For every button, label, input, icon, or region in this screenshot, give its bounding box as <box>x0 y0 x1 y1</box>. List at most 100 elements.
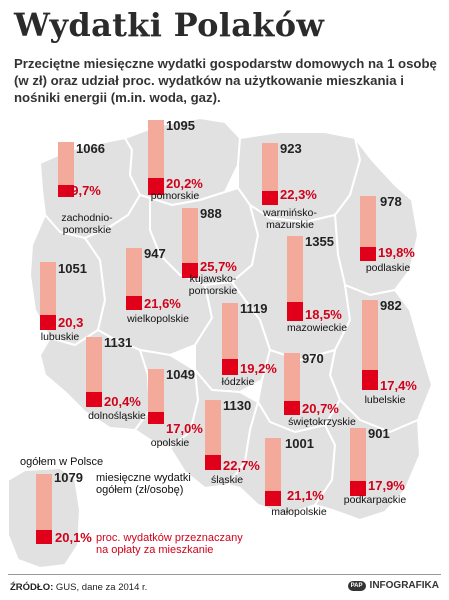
region-value-dolnoslaskie: 1131 <box>104 335 133 350</box>
region-bar-share-mazowieckie <box>287 302 303 321</box>
region-name-lubuskie: lubuskie <box>40 331 80 343</box>
region-name-opolskie: opolskie <box>150 437 190 449</box>
region-percent-mazowieckie: 18,5% <box>305 307 342 322</box>
region-bar-total-mazowieckie <box>287 236 303 302</box>
region-bar-total-lubuskie <box>40 262 56 315</box>
region-name-slaskie: śląskie <box>210 474 244 486</box>
region-name-podlaskie: podlaskie <box>365 262 411 274</box>
region-bar-wielkopolskie <box>126 248 142 310</box>
region-bar-total-zachodniopomorskie <box>58 142 74 185</box>
region-bar-lodzkie <box>222 303 238 375</box>
region-shape-malopolskie <box>227 401 336 516</box>
region-value-podlaskie: 978 <box>380 194 402 209</box>
region-bar-slaskie <box>205 400 221 470</box>
region-name-malopolskie: małopolskie <box>271 506 327 518</box>
region-percent-pomorskie: 20,2% <box>166 176 203 191</box>
region-bar-share-wielkopolskie <box>126 296 142 310</box>
region-bar-kujawsko-pomorskie <box>182 208 198 278</box>
region-bar-share-pomorskie <box>148 178 164 195</box>
region-bar-total-swietokrzyskie <box>284 353 300 401</box>
source-note: ŹRÓDŁO: GUS, dane za 2014 r. <box>10 582 147 593</box>
region-bar-total-dolnoslaskie <box>86 337 102 392</box>
region-bar-swietokrzyskie <box>284 353 300 415</box>
legend-percent-description: proc. wydatków przeznaczany na opłaty za… <box>96 532 243 556</box>
region-value-lubelskie: 982 <box>380 298 402 313</box>
region-bar-zachodniopomorskie <box>58 142 74 197</box>
region-name-lubelskie: lubelskie <box>364 394 406 406</box>
region-value-lubuskie: 1051 <box>58 261 87 276</box>
region-value-opolskie: 1049 <box>166 367 195 382</box>
region-percent-opolskie: 17,0% <box>166 421 203 436</box>
footer-divider <box>8 574 441 575</box>
region-bar-total-lodzkie <box>222 303 238 359</box>
source-label: ŹRÓDŁO: <box>10 582 54 593</box>
region-percent-malopolskie: 21,1% <box>287 488 324 503</box>
region-bar-malopolskie <box>265 438 281 506</box>
region-value-lodzkie: 1119 <box>240 301 268 316</box>
region-bar-pomorskie <box>148 120 164 195</box>
legend-heading: ogółem w Polsce <box>20 456 104 468</box>
region-percent-podkarpackie: 17,9% <box>368 478 405 493</box>
region-bar-total-kujawsko-pomorskie <box>182 208 198 263</box>
region-bar-total-pomorskie <box>148 120 164 178</box>
region-bar-lubuskie <box>40 262 56 330</box>
region-shape-podkarpackie <box>314 399 421 521</box>
region-bar-dolnoslaskie <box>86 337 102 407</box>
region-bar-share-swietokrzyskie <box>284 401 300 415</box>
region-bar-share-lubelskie <box>362 370 378 390</box>
region-percent-warminsko-mazurskie: 22,3% <box>280 187 317 202</box>
source-text: GUS, dane za 2014 r. <box>53 582 148 593</box>
region-name-mazowieckie: mazowieckie <box>286 322 348 334</box>
region-name-swietokrzyskie: świętokrzyskie <box>288 416 356 428</box>
region-bar-share-slaskie <box>205 455 221 470</box>
region-name-zachodniopomorskie: zachodnio- pomorskie <box>61 212 113 236</box>
region-bar-share-warminsko-mazurskie <box>262 191 278 205</box>
region-name-pomorskie: pomorskie <box>150 190 200 202</box>
region-bar-total-warminsko-mazurskie <box>262 143 278 191</box>
region-percent-slaskie: 22,7% <box>223 458 260 473</box>
region-percent-lubelskie: 17,4% <box>380 378 417 393</box>
region-percent-zachodniopomorskie: 19,7% <box>64 183 101 198</box>
region-value-pomorskie: 1095 <box>166 118 195 133</box>
region-bar-lubelskie <box>362 300 378 390</box>
region-bar-total-lubelskie <box>362 300 378 370</box>
region-bar-share-malopolskie <box>265 491 281 506</box>
region-value-warminsko-mazurskie: 923 <box>280 141 302 156</box>
region-percent-lubuskie: 20,3 <box>58 315 84 330</box>
region-value-mazowieckie: 1355 <box>305 234 334 249</box>
region-name-dolnoslaskie: dolnośląskie <box>88 410 146 422</box>
region-bar-total-malopolskie <box>265 438 281 491</box>
region-percent-kujawsko-pomorskie: 25,7% <box>200 259 237 274</box>
region-value-slaskie: 1130 <box>223 398 252 413</box>
region-bar-total-slaskie <box>205 400 221 455</box>
region-value-kujawsko-pomorskie: 988 <box>200 206 222 221</box>
region-percent-podlaskie: 19,8% <box>378 245 415 260</box>
region-bar-mazowieckie <box>287 236 303 321</box>
region-bar-total-podlaskie <box>360 196 376 247</box>
region-bar-share-podlaskie <box>360 247 376 261</box>
region-name-podkarpackie: podkarpackie <box>343 494 407 506</box>
legend-percent: 20,1% <box>55 530 92 545</box>
region-bar-share-podkarpackie <box>350 481 366 496</box>
region-value-zachodniopomorskie: 1066 <box>76 141 105 156</box>
region-bar-warminsko-mazurskie <box>262 143 278 205</box>
region-percent-swietokrzyskie: 20,7% <box>302 401 339 416</box>
region-bar-opolskie <box>148 369 164 424</box>
region-bar-share-kujawsko-pomorskie <box>182 263 198 278</box>
legend-value: 1079 <box>54 470 83 485</box>
region-percent-wielkopolskie: 21,6% <box>144 296 181 311</box>
region-bar-share-lodzkie <box>222 359 238 375</box>
region-name-lodzkie: łódzkie <box>221 376 255 388</box>
region-bar-total-podkarpackie <box>350 428 366 481</box>
region-bar-podkarpackie <box>350 428 366 496</box>
region-name-kujawsko-pomorskie: kujawsko- pomorskie <box>188 273 238 297</box>
region-value-malopolskie: 1001 <box>285 436 314 451</box>
legend-value-description: miesięczne wydatki ogółem (zł/osobę) <box>96 472 191 496</box>
region-name-warminsko-mazurskie: warmińsko- mazurskie <box>263 207 317 231</box>
region-value-swietokrzyskie: 970 <box>302 351 324 366</box>
region-bar-total-wielkopolskie <box>126 248 142 296</box>
region-name-wielkopolskie: wielkopolskie <box>127 313 189 325</box>
page-subtitle: Przeciętne miesięczne wydatki gospodarst… <box>14 56 437 105</box>
region-value-wielkopolskie: 947 <box>144 246 166 261</box>
